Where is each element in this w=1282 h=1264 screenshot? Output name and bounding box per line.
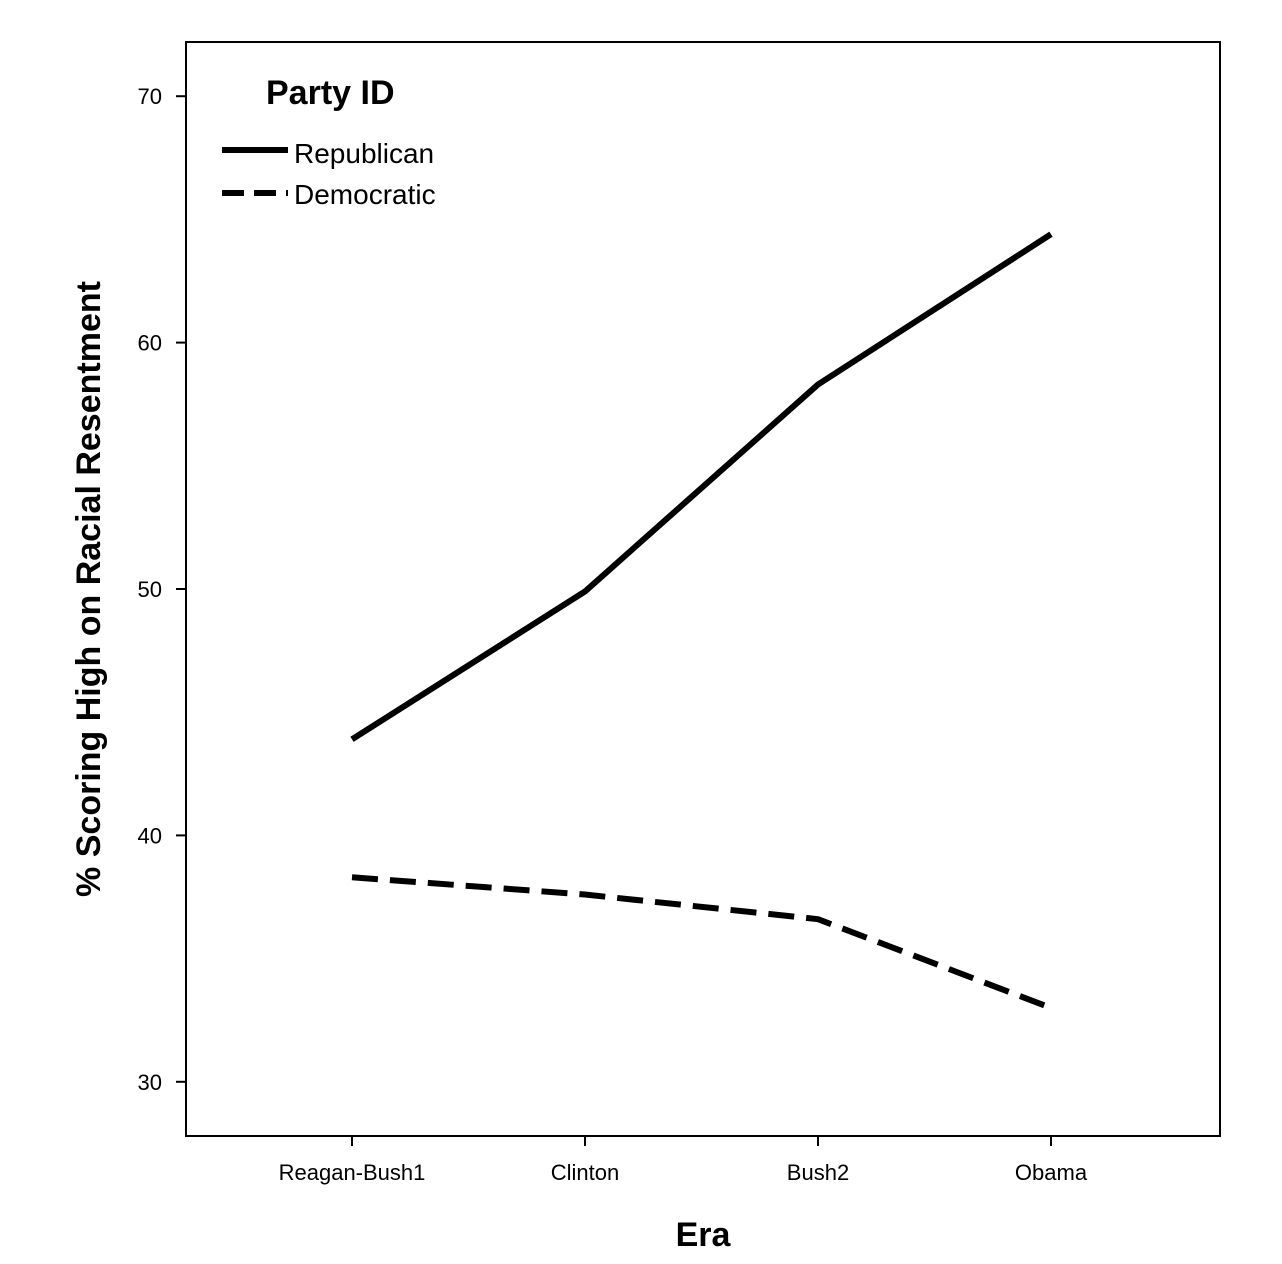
- legend-label-democratic: Democratic: [294, 179, 436, 210]
- y-axis-title: % Scoring High on Racial Resentment: [70, 281, 108, 897]
- y-tick-label-30: 30: [138, 1070, 162, 1095]
- y-tick-label-50: 50: [138, 577, 162, 602]
- x-tick-label-1: Clinton: [551, 1160, 619, 1185]
- y-tick-label-70: 70: [138, 84, 162, 109]
- y-axis: 30 40 50 60 70: [138, 84, 186, 1095]
- x-tick-label-0: Reagan-Bush1: [279, 1160, 426, 1185]
- series-group: [350, 231, 1053, 1011]
- series-line-republican: [350, 231, 1053, 742]
- x-axis: Reagan-Bush1 Clinton Bush2 Obama: [279, 1136, 1088, 1185]
- y-tick-label-40: 40: [138, 823, 162, 848]
- legend-label-republican: Republican: [294, 138, 434, 169]
- legend-title: Party ID: [266, 74, 395, 112]
- x-tick-label-2: Bush2: [787, 1160, 849, 1185]
- series-line-democratic: [351, 874, 1053, 1011]
- y-tick-label-60: 60: [138, 331, 162, 356]
- x-tick-label-3: Obama: [1015, 1160, 1088, 1185]
- x-axis-title: Era: [676, 1216, 732, 1254]
- legend: Party ID Republican Democratic: [222, 74, 436, 210]
